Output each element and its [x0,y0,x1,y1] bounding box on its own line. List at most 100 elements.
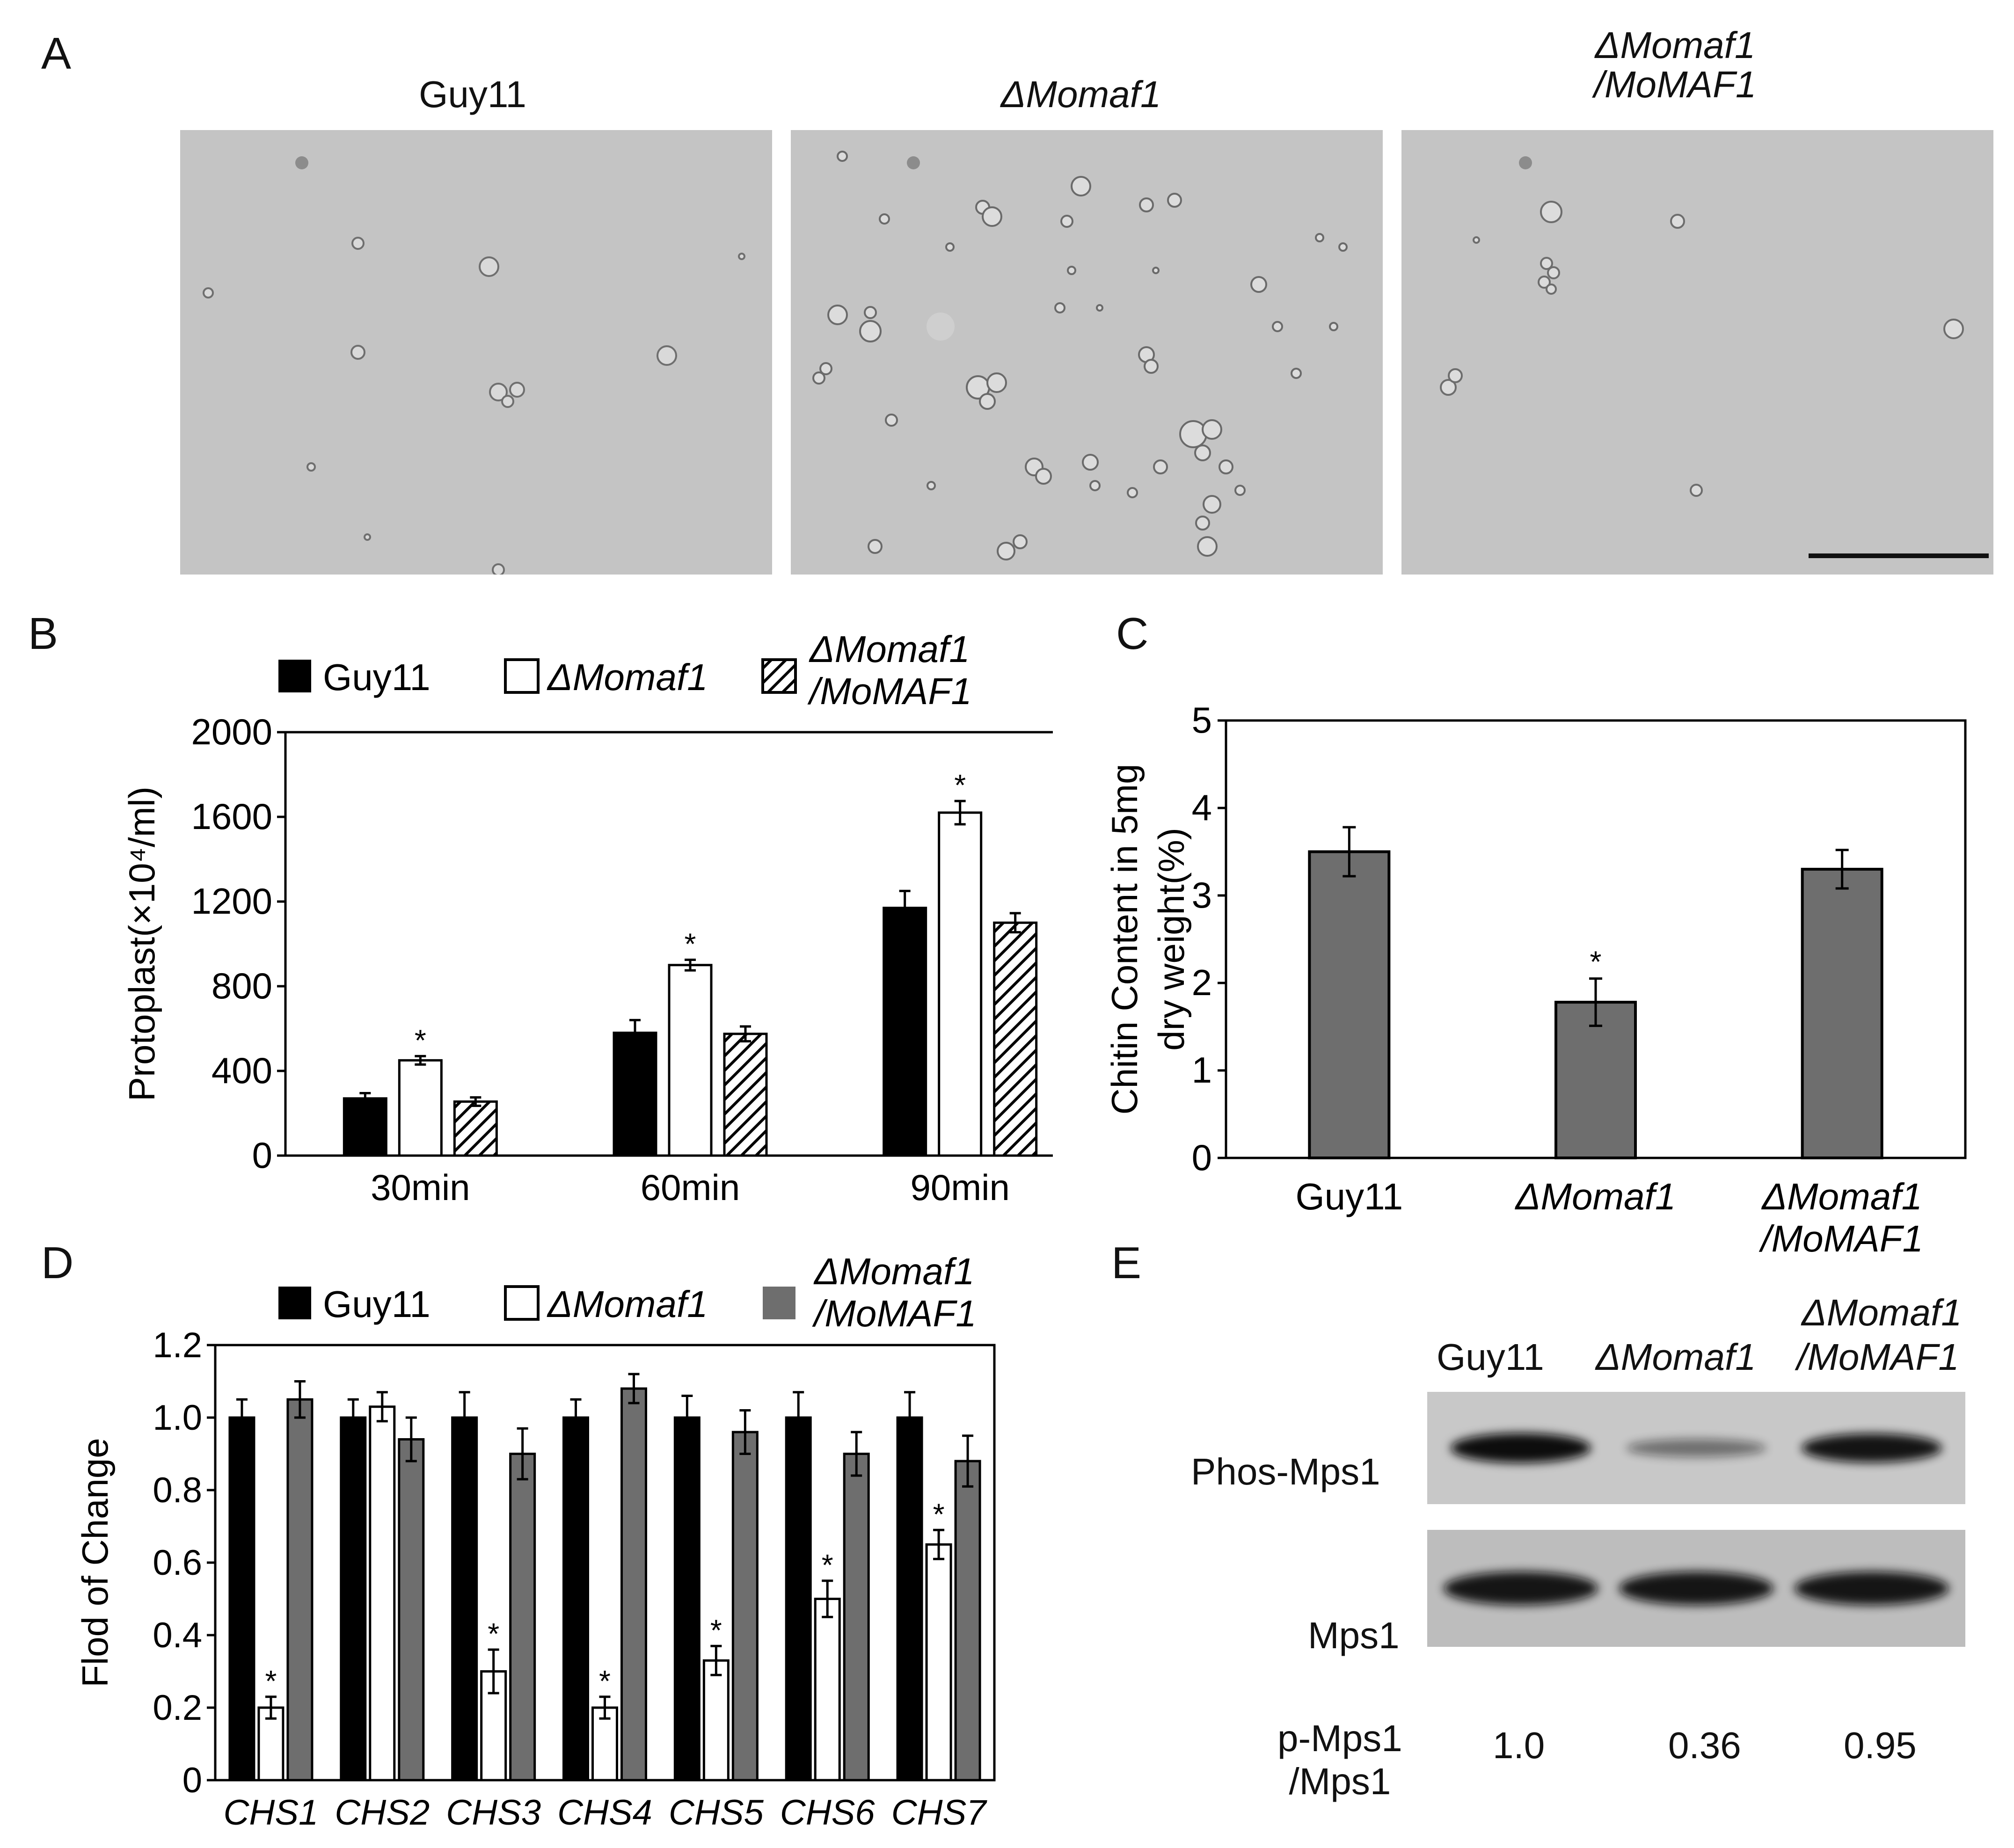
bar [509,1453,536,1782]
y-tick-label: 0.4 [153,1615,202,1655]
x-category-label: CHS7 [891,1793,987,1833]
bar [562,1416,589,1782]
bar [343,1097,387,1157]
y-tick-label: 2 [1192,962,1212,1003]
blot-col-label-wt: Guy11 [1437,1336,1544,1378]
blot-band-phos [1451,1433,1591,1463]
legend-swatch-mut [504,658,540,694]
panel-c-plot: 0 1 2 3 4 5 Chitin Content in 5mg dry weight(%)… [1104,699,1967,1259]
blot-ratio-label-line2: /Mps1 [1289,1761,1391,1802]
x-category-label: 30min [371,1167,470,1208]
x-category-label: CHS3 [446,1793,541,1833]
y-axis-label: Flod of Change [75,1438,116,1687]
significance-marker: * [710,1613,722,1647]
bar [620,1387,647,1782]
bar [398,1438,425,1782]
bar [1308,850,1391,1159]
bar [1554,1001,1637,1159]
legend-swatch-wt [278,660,311,692]
significance-marker: * [954,768,966,802]
blot-col-comp-line2: /MoMAF1 [1797,1336,1959,1378]
y-axis-label: Protoplast(×10⁴/ml) [121,786,162,1101]
panel-d-plot: 0 0.2 0.4 0.6 0.8 1.0 1.2 Flod of Change CHS1 * CH… [75,1325,996,1833]
x-category-label: ΔMomaf1 [1515,1176,1676,1217]
blot-band-total [1444,1572,1598,1605]
bar [668,964,713,1157]
x-category-label: 60min [641,1167,740,1208]
bar [257,1706,285,1782]
legend-d-swatch-mut [504,1285,540,1321]
bar [369,1405,396,1782]
blot-row-label-total: Mps1 [1308,1615,1400,1656]
panel-a-label-mut: ΔMomaf1 [1000,73,1161,115]
blot-col-comp-line1: ΔMomaf1 [1802,1292,1962,1333]
significance-marker: * [685,927,696,960]
y-tick-label: 1600 [191,796,272,837]
y-tick-label: 2000 [191,711,272,752]
bar [993,921,1038,1157]
y-tick-label: 0 [182,1761,202,1800]
bar [883,907,927,1157]
panel-a-label-comp-line1: ΔMomaf1 [1595,24,1756,66]
bar [1801,867,1883,1159]
bar [814,1598,841,1782]
x-category-label: 90min [910,1167,1009,1208]
blot-band-phos [1626,1439,1766,1457]
y-tick-label: 5 [1192,699,1212,741]
legend-d-label-mut: ΔMomaf1 [547,1283,708,1325]
blot-band-phos [1802,1433,1942,1463]
blot-ratio-label: p-Mps1 /Mps1 [1277,1717,1402,1803]
panel-d-legend: Guy11 ΔMomaf1 ΔMomaf1 /MoMAF1 [278,1251,977,1334]
bar [451,1416,478,1782]
significance-marker: * [1590,945,1602,979]
chart-panel-d: Guy11 ΔMomaf1 ΔMomaf1 /MoMAF1 0 0.2 0.4 0.6… [75,1251,996,1833]
bar [896,1416,923,1782]
legend-d-swatch-comp [763,1287,795,1319]
y-axis-label-line1: Chitin Content in 5mg [1104,764,1145,1114]
bar [673,1416,701,1782]
significance-marker: * [415,1023,426,1057]
y-tick-label: 400 [212,1050,272,1091]
x-category-label-line1: ΔMomaf1 [1761,1176,1922,1217]
panel-e: ΔMomaf1 Guy11 ΔMomaf1 /MoMAF1 Phos-Mps1 … [1123,1291,2012,1848]
x-category-label: Guy11 [1295,1176,1403,1217]
significance-marker: * [599,1664,611,1698]
panel-label-b: B [28,609,58,659]
panel-a-label-comp-line2: /MoMAF1 [1594,64,1757,105]
bar [453,1100,498,1157]
y-tick-label: 0 [252,1135,272,1176]
legend-d-label-comp-line2: /MoMAF1 [812,1293,977,1334]
legend-label-comp-line1: ΔMomaf1 [809,628,970,670]
legend-d-swatch-wt [278,1287,311,1319]
legend-label-comp-line2: /MoMAF1 [807,670,972,712]
y-tick-label: 0.2 [153,1688,202,1728]
y-axis-label-line2: dry weight(%) [1151,828,1192,1051]
panel-label-a: A [41,29,72,79]
micrograph-mut-cells [812,151,1348,560]
bar [785,1416,812,1782]
panel-b-plot: 0 400 800 1200 1600 2000 Protoplast(×10⁴/ml) 30… [121,711,1053,1208]
bar [954,1460,981,1782]
blot-row-label-phos: Phos-Mps1 [1191,1451,1380,1492]
x-category-label-line2: /MoMAF1 [1759,1218,1923,1259]
bar [702,1659,730,1782]
y-tick-label: 1.2 [153,1325,202,1365]
significance-marker: * [822,1548,833,1582]
x-category-label: CHS1 [224,1793,319,1833]
panel-a-label-wt: Guy11 [419,73,526,115]
chart-panel-b: Guy11 ΔMomaf1 ΔMomaf1 /MoMAF1 0 400 800 120… [121,628,1053,1208]
legend-d-label-comp-line1: ΔMomaf1 [813,1251,975,1292]
y-tick-label: 1 [1192,1049,1212,1091]
bar [731,1431,759,1782]
legend-label-mut: ΔMomaf1 [547,656,708,698]
micrograph-wt-cells [203,156,745,575]
micrograph-comp [1401,130,1993,575]
micrograph-comp-cells [1440,156,1989,558]
y-tick-label: 4 [1192,787,1212,828]
x-category-label: CHS2 [335,1793,430,1833]
chart-panel-c: 0 1 2 3 4 5 Chitin Content in 5mg dry weight(%)… [1104,699,1967,1259]
legend-label-wt: Guy11 [323,656,431,698]
bar [591,1706,618,1782]
legend-swatch-comp [761,658,797,694]
panel-label-d: D [41,1238,74,1288]
